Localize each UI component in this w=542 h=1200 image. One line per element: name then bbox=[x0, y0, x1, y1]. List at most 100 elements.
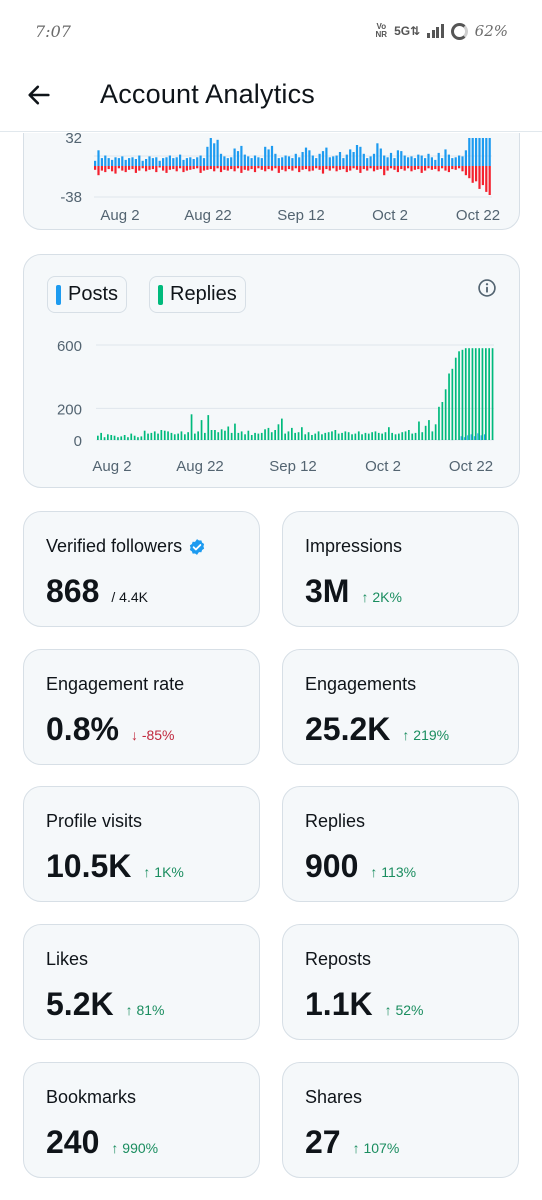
bar-negative bbox=[458, 166, 461, 169]
stat-card-engagements[interactable]: Engagements 25.2K ↑ 219% bbox=[282, 649, 519, 765]
bar-positive bbox=[247, 156, 250, 166]
bar-positive bbox=[447, 154, 450, 166]
bar-negative bbox=[138, 166, 141, 171]
bar-negative bbox=[250, 166, 253, 170]
bar-replies bbox=[170, 432, 173, 440]
bar-replies bbox=[478, 348, 480, 440]
bar-replies bbox=[190, 414, 193, 440]
bar-positive bbox=[424, 158, 427, 166]
bar-replies bbox=[180, 431, 183, 440]
x-tick-label: Oct 2 bbox=[372, 207, 408, 224]
bar-negative bbox=[257, 166, 260, 169]
bar-posts bbox=[467, 435, 469, 441]
bar-replies bbox=[264, 429, 266, 440]
bar-negative bbox=[372, 166, 376, 172]
battery-icon bbox=[450, 22, 468, 40]
stat-total: / 4.4K bbox=[111, 589, 148, 605]
bar-replies bbox=[224, 430, 226, 440]
bar-positive bbox=[478, 138, 481, 166]
bar-posts bbox=[477, 433, 479, 440]
bar-positive bbox=[179, 154, 182, 166]
bar-posts bbox=[484, 434, 485, 440]
bar-replies bbox=[431, 431, 434, 440]
stat-label-text: Impressions bbox=[305, 536, 403, 556]
bar-negative bbox=[389, 166, 393, 169]
bar-positive bbox=[301, 152, 304, 166]
bar-replies bbox=[257, 433, 260, 440]
bar-positive bbox=[407, 157, 410, 167]
stat-card-verified-followers[interactable]: Verified followers 868 / 4.4K bbox=[23, 511, 260, 627]
stat-value-row: 10.5K ↑ 1K% bbox=[46, 848, 184, 885]
bar-positive bbox=[342, 158, 345, 166]
stat-card-likes[interactable]: Likes 5.2K ↑ 81% bbox=[23, 924, 260, 1040]
stat-value: 5.2K bbox=[46, 986, 114, 1022]
bar-replies bbox=[254, 432, 256, 440]
x-tick-label: Aug 22 bbox=[184, 207, 232, 224]
bar-replies bbox=[204, 432, 206, 440]
bar-positive bbox=[298, 157, 301, 167]
bar-posts bbox=[480, 435, 482, 441]
bar-positive bbox=[124, 159, 127, 166]
bar-replies bbox=[404, 431, 407, 440]
stat-card-bookmarks[interactable]: Bookmarks 240 ↑ 990% bbox=[23, 1062, 260, 1178]
bar-replies bbox=[133, 435, 136, 440]
bar-positive bbox=[240, 145, 243, 166]
bar-negative bbox=[192, 166, 195, 170]
stat-change: ↑ 219% bbox=[402, 727, 450, 743]
bar-negative bbox=[298, 166, 301, 173]
stat-label: Replies bbox=[305, 811, 365, 832]
bar-positive bbox=[413, 158, 416, 166]
bar-replies bbox=[327, 432, 330, 440]
bar-replies bbox=[227, 426, 230, 440]
bar-negative bbox=[345, 166, 348, 173]
bar-negative bbox=[471, 166, 474, 183]
bar-replies bbox=[103, 437, 106, 441]
bar-positive bbox=[111, 159, 114, 166]
x-tick-label: Sep 12 bbox=[269, 458, 317, 475]
back-button[interactable] bbox=[20, 76, 58, 114]
bar-positive bbox=[107, 158, 110, 166]
analytics-scroll-area[interactable]: 32 -38 Aug 2 Aug 22 Sep 12 Oct 2 Oct 22 Posts … bbox=[0, 133, 542, 1200]
bar-replies bbox=[113, 435, 116, 440]
info-icon[interactable] bbox=[477, 278, 497, 298]
bar-replies bbox=[167, 431, 169, 440]
bar-negative bbox=[342, 166, 345, 170]
stat-label-text: Engagement rate bbox=[46, 674, 185, 694]
bar-positive bbox=[213, 143, 216, 167]
bar-replies bbox=[130, 433, 133, 440]
posts-swatch bbox=[56, 284, 61, 305]
stat-card-impressions[interactable]: Impressions 3M ↑ 2K% bbox=[282, 511, 519, 627]
stat-change: ↓ -85% bbox=[130, 727, 175, 743]
legend-posts[interactable]: Posts bbox=[47, 276, 128, 313]
bar-replies bbox=[357, 431, 360, 440]
y-tick-label: 200 bbox=[57, 401, 82, 418]
bar-positive bbox=[369, 156, 372, 166]
bar-negative bbox=[304, 166, 308, 170]
bar-replies bbox=[234, 423, 236, 440]
stat-value-row: 240 ↑ 990% bbox=[46, 1124, 158, 1161]
bar-negative bbox=[226, 166, 229, 171]
bar-positive bbox=[427, 153, 430, 167]
bar-positive bbox=[434, 159, 437, 166]
bar-negative bbox=[151, 166, 154, 170]
stat-card-engagement-rate[interactable]: Engagement rate 0.8% ↓ -85% bbox=[23, 649, 260, 765]
stat-label-text: Engagements bbox=[305, 674, 417, 694]
legend-replies[interactable]: Replies bbox=[149, 276, 246, 313]
bar-positive bbox=[94, 160, 97, 167]
bar-positive bbox=[128, 158, 131, 166]
stat-card-shares[interactable]: Shares 27 ↑ 107% bbox=[282, 1062, 519, 1178]
stat-card-replies[interactable]: Replies 900 ↑ 113% bbox=[282, 786, 519, 902]
bar-replies bbox=[163, 430, 166, 440]
bar-positive bbox=[253, 155, 257, 166]
bar-negative bbox=[240, 166, 243, 173]
bar-replies bbox=[214, 430, 216, 440]
signal-icon bbox=[427, 24, 444, 38]
stat-card-profile-visits[interactable]: Profile visits 10.5K ↑ 1K% bbox=[23, 786, 260, 902]
stat-label: Likes bbox=[46, 949, 88, 970]
bar-negative bbox=[366, 166, 369, 171]
bar-negative bbox=[281, 166, 284, 170]
bar-negative bbox=[158, 166, 161, 168]
bar-positive bbox=[458, 155, 461, 166]
stat-card-reposts[interactable]: Reposts 1.1K ↑ 52% bbox=[282, 924, 519, 1040]
bar-positive bbox=[308, 150, 311, 167]
